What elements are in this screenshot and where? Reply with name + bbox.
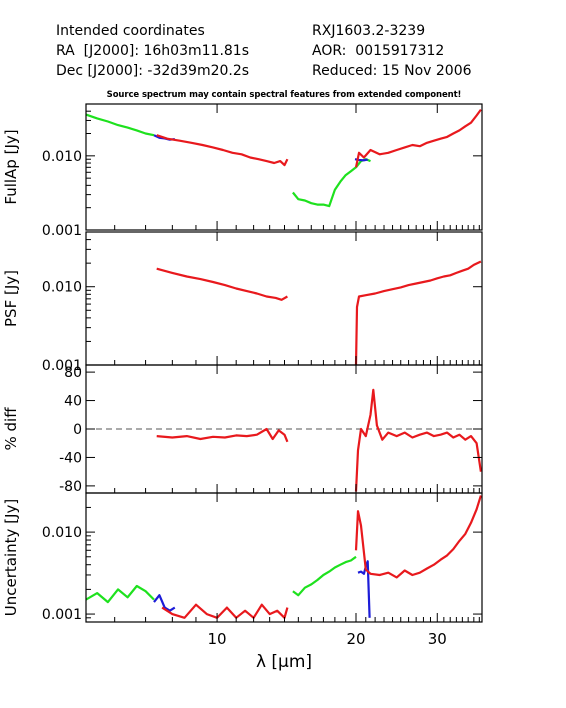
uncertainty-series-0-green [86,584,155,604]
fullap-series-2-red [156,134,289,167]
fullap-series-0-green [86,113,155,137]
fullap-series-5-red [354,108,482,168]
psf-series-0-red [156,267,288,301]
fullap-frame [85,103,483,231]
uncertainty-series-2-red [161,603,289,619]
extended-warning: Source spectrum may contain spectral fea… [106,90,462,100]
object-name: RXJ1603.2-3239 [312,23,426,39]
dec-line: Dec [J2000]: -32d39m20.2s [56,63,250,79]
pctdiff-frame [85,364,483,494]
reduced-line: Reduced: 15 Nov 2006 [312,63,472,79]
fullap-series-3-green [292,158,371,208]
pctdiff-ytick-label-2: 0 [73,422,82,438]
pctdiff-ytick-label-3: -40 [59,450,82,466]
pctdiff-ytick-label-4: -80 [59,479,82,495]
uncertainty-ytick-label-0: 0.010 [42,525,82,541]
uncertainty-frame [85,492,483,623]
aor-line: AOR: 0015917312 [312,43,445,59]
uncertainty-series-5-red [354,495,482,579]
xtick-label-2: 30 [428,630,447,648]
fullap-ytick-label-1: 0.001 [42,223,82,239]
psf-series-1-red [354,260,482,365]
ra-line: RA [J2000]: 16h03m11.81s [56,43,249,59]
pctdiff-ytick-label-0: 80 [64,365,82,381]
uncertainty-series-3-green [292,555,357,597]
coords-title: Intended coordinates [56,23,205,39]
fullap-ylabel: FullAp [Jy] [2,129,20,204]
xtick-label-1: 20 [346,630,365,648]
psf-ytick-label-0: 0.010 [42,280,82,296]
uncertainty-ylabel: Uncertainty [Jy] [2,499,20,616]
x-axis-label: λ [μm] [256,652,312,672]
psf-ytick-label-1: 0.001 [42,358,82,374]
uncertainty-series-1-blue [153,594,176,612]
pctdiff-ytick-label-1: 40 [64,394,82,410]
pctdiff-ylabel: % diff [2,407,20,451]
pctdiff-series-1-red [354,388,482,492]
pctdiff-series-0-red [156,427,289,443]
psf-ylabel: PSF [Jy] [2,270,20,327]
fullap-ytick-label-0: 0.010 [42,149,82,165]
xtick-label-0: 10 [208,630,227,648]
uncertainty-series-4-blue [357,560,371,618]
uncertainty-ytick-label-1: 0.001 [42,607,82,623]
